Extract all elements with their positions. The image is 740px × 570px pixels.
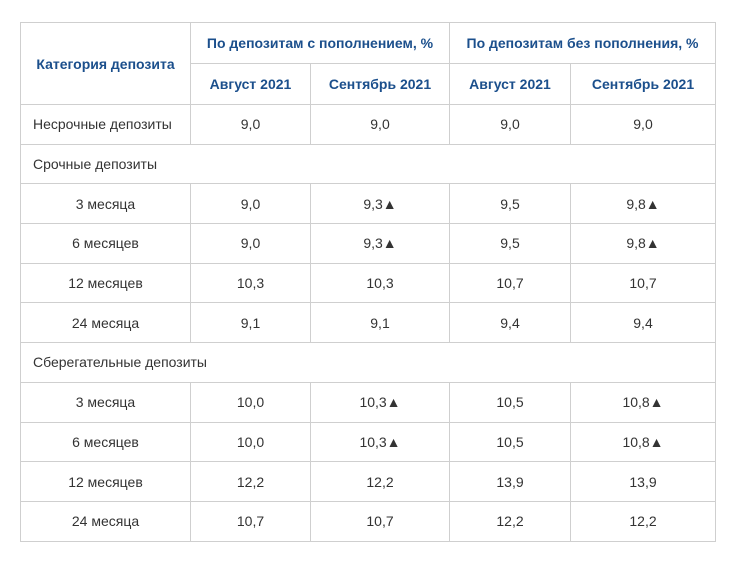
header-cell: Сентябрь 2021 bbox=[570, 63, 716, 105]
value-cell: 9,0 bbox=[310, 104, 450, 145]
value-cell: 10,5 bbox=[449, 381, 571, 423]
row-label: 6 месяцев bbox=[20, 421, 191, 463]
section-cell: Срочные депозиты bbox=[20, 143, 716, 185]
value-cell: 10,8▲ bbox=[570, 381, 716, 423]
row-label: 6 месяцев bbox=[20, 223, 191, 264]
value-cell: 10,8▲ bbox=[570, 421, 716, 463]
value-cell: 9,5 bbox=[449, 183, 571, 225]
value-cell: 9,4 bbox=[449, 302, 571, 344]
table-row: 6 месяцев 9,0 9,3▲ 9,5 9,8▲ bbox=[20, 223, 716, 264]
value-cell: 10,0 bbox=[190, 381, 311, 423]
table-row: Несрочные депозиты 9,0 9,0 9,0 9,0 bbox=[20, 104, 716, 145]
table-row: Срочные депозиты bbox=[20, 143, 716, 185]
header-cell: По депозитам без пополнения, % bbox=[449, 22, 716, 64]
value-cell: 12,2 bbox=[449, 500, 571, 542]
value-cell: 13,9 bbox=[570, 461, 716, 502]
row-label: 3 месяца bbox=[20, 183, 191, 225]
value-cell: 10,3▲ bbox=[310, 381, 450, 423]
value-cell: 10,5 bbox=[449, 421, 571, 463]
row-label: Несрочные депозиты bbox=[20, 104, 191, 145]
value-cell: 9,1 bbox=[190, 302, 311, 344]
value-cell: 10,7 bbox=[570, 262, 716, 304]
value-cell: 10,3▲ bbox=[310, 421, 450, 463]
value-cell: 9,3▲ bbox=[310, 223, 450, 264]
value-cell: 9,4 bbox=[570, 302, 716, 344]
value-cell: 9,0 bbox=[190, 104, 311, 145]
value-cell: 9,8▲ bbox=[570, 223, 716, 264]
header-cell: Август 2021 bbox=[449, 63, 571, 105]
table-row: 24 месяца 9,1 9,1 9,4 9,4 bbox=[20, 302, 716, 344]
header-cell: Август 2021 bbox=[190, 63, 311, 105]
value-cell: 12,2 bbox=[570, 500, 716, 542]
value-cell: 10,0 bbox=[190, 421, 311, 463]
value-cell: 12,2 bbox=[310, 461, 450, 502]
row-label: 24 месяца bbox=[20, 302, 191, 344]
value-cell: 9,8▲ bbox=[570, 183, 716, 225]
header-cell: Сентябрь 2021 bbox=[310, 63, 450, 105]
value-cell: 9,3▲ bbox=[310, 183, 450, 225]
value-cell: 9,5 bbox=[449, 223, 571, 264]
deposit-table: Категория депозита По депозитам с пополн… bbox=[20, 22, 716, 542]
value-cell: 12,2 bbox=[190, 461, 311, 502]
table-row: 12 месяцев 12,2 12,2 13,9 13,9 bbox=[20, 461, 716, 502]
header-cell: По депозитам с пополнением, % bbox=[190, 22, 450, 64]
header-cell: Категория депозита bbox=[20, 22, 191, 105]
value-cell: 10,7 bbox=[310, 500, 450, 542]
row-label: 24 месяца bbox=[20, 500, 191, 542]
value-cell: 10,7 bbox=[449, 262, 571, 304]
value-cell: 9,0 bbox=[570, 104, 716, 145]
section-cell: Сберегательные депозиты bbox=[20, 342, 716, 383]
row-label: 3 месяца bbox=[20, 381, 191, 423]
value-cell: 9,0 bbox=[449, 104, 571, 145]
value-cell: 9,1 bbox=[310, 302, 450, 344]
value-cell: 10,7 bbox=[190, 500, 311, 542]
table-row: 24 месяца 10,7 10,7 12,2 12,2 bbox=[20, 500, 716, 542]
value-cell: 13,9 bbox=[449, 461, 571, 502]
value-cell: 10,3 bbox=[190, 262, 311, 304]
value-cell: 10,3 bbox=[310, 262, 450, 304]
table-row: 3 месяца 10,0 10,3▲ 10,5 10,8▲ bbox=[20, 381, 716, 423]
table-row: 12 месяцев 10,3 10,3 10,7 10,7 bbox=[20, 262, 716, 304]
table-row: 3 месяца 9,0 9,3▲ 9,5 9,8▲ bbox=[20, 183, 716, 225]
table-row: Сберегательные депозиты bbox=[20, 342, 716, 383]
row-label: 12 месяцев bbox=[20, 461, 191, 502]
value-cell: 9,0 bbox=[190, 223, 311, 264]
table-row: 6 месяцев 10,0 10,3▲ 10,5 10,8▲ bbox=[20, 421, 716, 463]
value-cell: 9,0 bbox=[190, 183, 311, 225]
table-body: Несрочные депозиты 9,0 9,0 9,0 9,0 Срочные де… bbox=[20, 104, 716, 542]
row-label: 12 месяцев bbox=[20, 262, 191, 304]
